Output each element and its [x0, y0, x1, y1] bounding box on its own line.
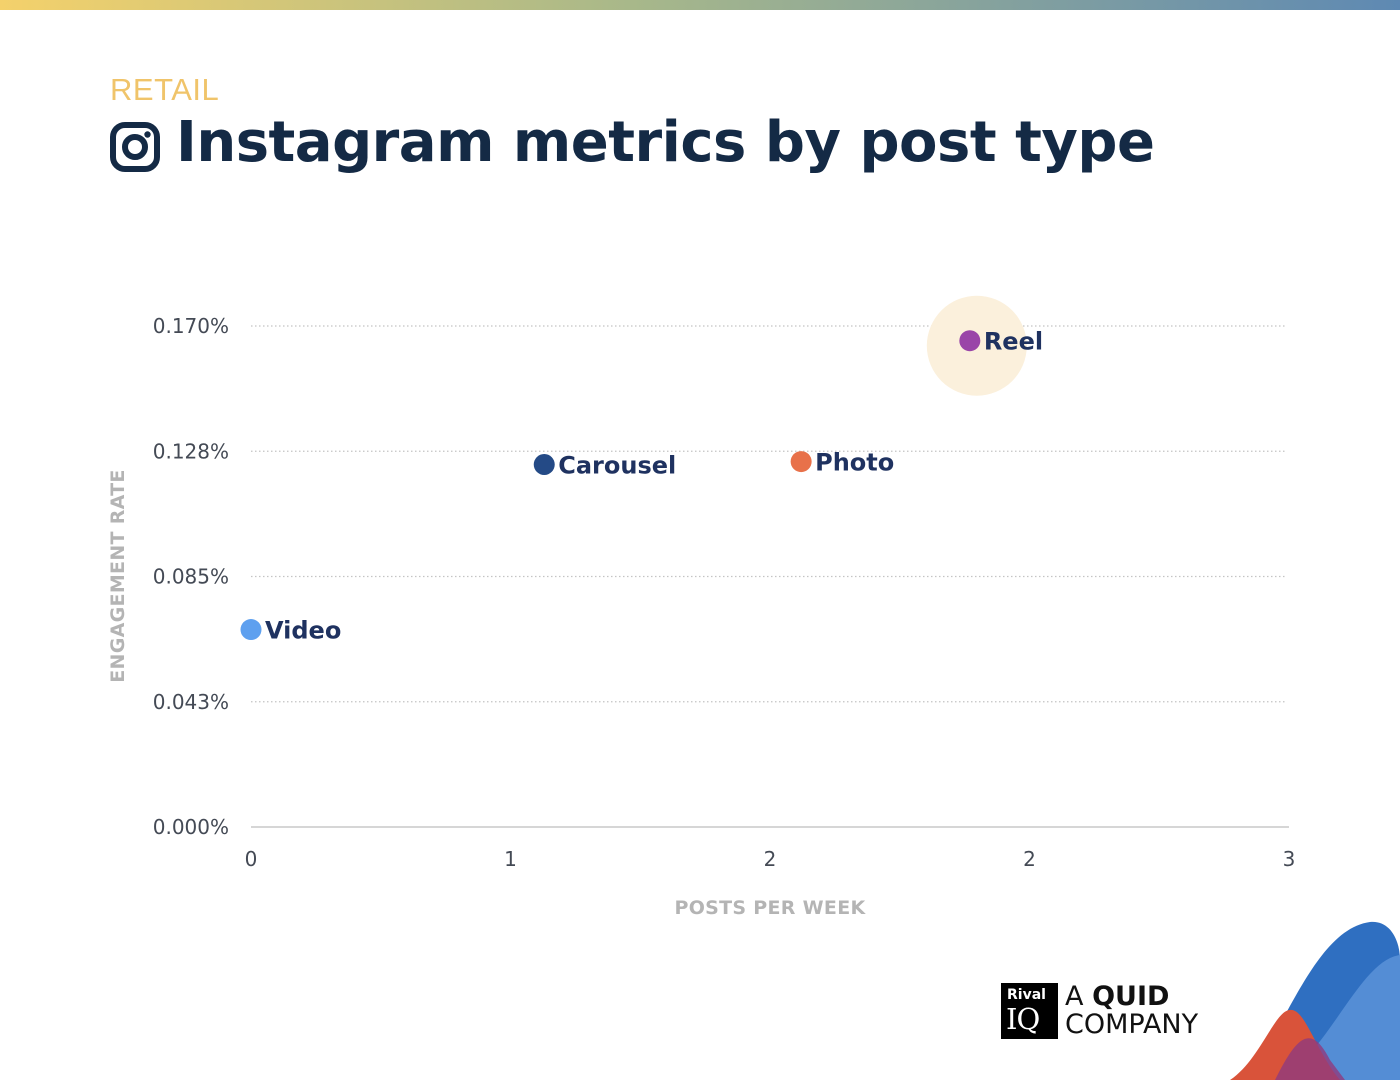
instagram-icon — [110, 122, 160, 172]
x-tick-label: 1 — [504, 847, 517, 871]
logo-mark: Rival IQ — [1001, 983, 1058, 1039]
top-gradient-bar — [0, 0, 1400, 10]
y-tick-label: 0.085% — [153, 565, 229, 589]
point-reel — [959, 330, 981, 352]
logo-tagline-b: QUID — [1092, 981, 1170, 1012]
y-axis-ticks: 0.000% 0.043% 0.085% 0.128% 0.170% — [153, 314, 229, 839]
point-carousel — [533, 454, 555, 476]
grid-lines — [251, 325, 1289, 828]
x-tick-label: 0 — [245, 847, 258, 871]
industry-label: RETAIL — [110, 72, 220, 107]
logo-tagline-bottom: COMPANY — [1065, 1009, 1199, 1040]
page-title: Instagram metrics by post type — [176, 110, 1155, 175]
point-label-photo: Photo — [815, 449, 894, 477]
x-axis-title: POSTS PER WEEK — [674, 897, 866, 919]
y-tick-label: 0.043% — [153, 690, 229, 714]
x-tick-label: 3 — [1283, 847, 1296, 871]
point-label-video: Video — [265, 617, 341, 645]
data-points: Video Carousel Photo Reel — [240, 328, 1043, 645]
y-axis-title: ENGAGEMENT RATE — [107, 469, 129, 682]
logo-tagline-top: A QUID — [1065, 983, 1169, 1011]
rival-iq-logo: Rival IQ A QUID COMPANY — [1001, 983, 1226, 1039]
x-tick-label: 2 — [764, 847, 777, 871]
logo-rival-text: Rival — [1007, 987, 1046, 1003]
x-axis-ticks: 0 1 2 2 3 — [245, 847, 1296, 871]
y-tick-label: 0.170% — [153, 314, 229, 338]
x-tick-label: 2 — [1023, 847, 1036, 871]
point-label-reel: Reel — [984, 328, 1043, 356]
point-label-carousel: Carousel — [558, 452, 676, 480]
y-tick-label: 0.128% — [153, 439, 229, 463]
point-photo — [790, 451, 812, 473]
point-video — [240, 619, 262, 641]
y-tick-label: 0.000% — [153, 815, 229, 839]
decorative-waves — [1230, 921, 1400, 1080]
logo-iq-text: IQ — [1006, 1002, 1040, 1036]
logo-tagline-a: A — [1065, 981, 1093, 1012]
